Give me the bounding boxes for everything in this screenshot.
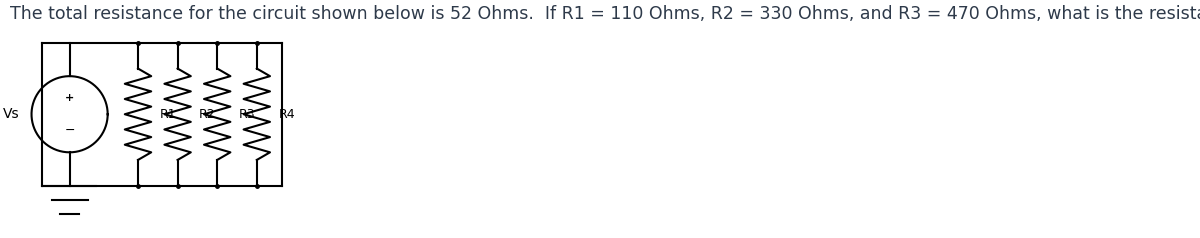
Text: R2: R2 — [199, 108, 216, 121]
Text: R4: R4 — [278, 108, 295, 121]
Text: R3: R3 — [239, 108, 256, 121]
Text: Vs: Vs — [2, 107, 19, 121]
Text: The total resistance for the circuit shown below is 52 Ohms.  If R1 = 110 Ohms, : The total resistance for the circuit sho… — [10, 5, 1200, 23]
Text: −: − — [65, 124, 74, 137]
Text: +: + — [65, 93, 74, 103]
Text: R1: R1 — [160, 108, 176, 121]
